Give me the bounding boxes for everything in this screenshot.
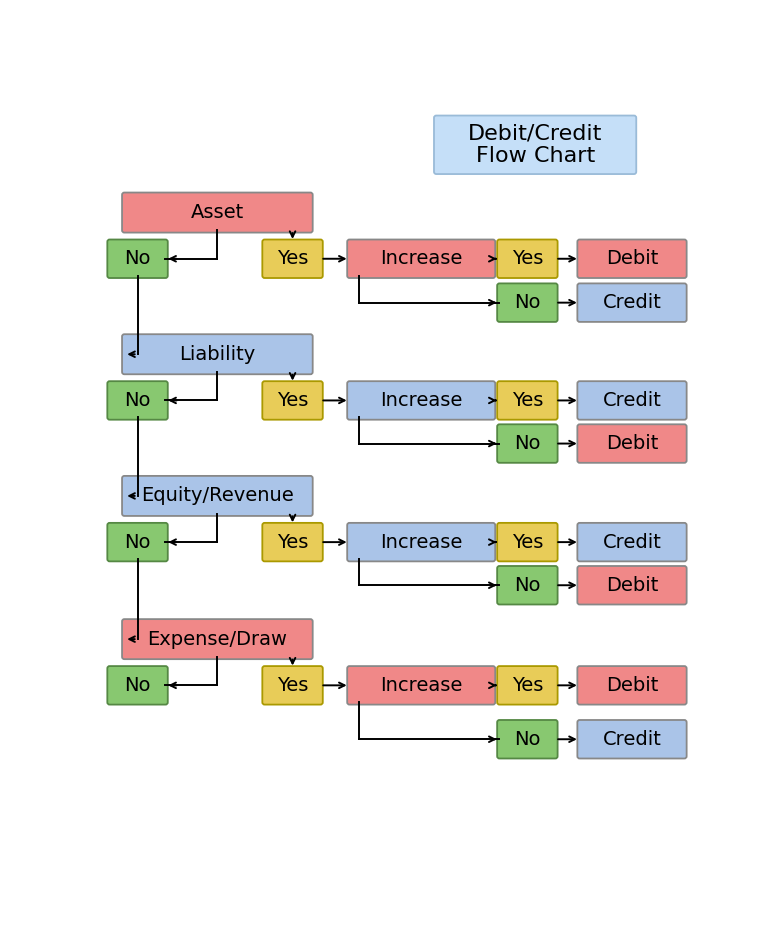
FancyBboxPatch shape [497,720,558,758]
FancyBboxPatch shape [577,381,687,420]
Text: No: No [124,249,151,268]
FancyBboxPatch shape [347,239,496,278]
Text: Equity/Revenue: Equity/Revenue [141,486,294,505]
Text: Increase: Increase [380,675,462,694]
Text: No: No [514,576,541,595]
FancyBboxPatch shape [122,476,313,516]
FancyBboxPatch shape [107,381,168,420]
Text: Yes: Yes [512,391,543,410]
FancyBboxPatch shape [347,381,496,420]
Text: No: No [514,434,541,453]
FancyBboxPatch shape [577,522,687,561]
FancyBboxPatch shape [497,283,558,322]
FancyBboxPatch shape [497,666,558,705]
Text: Increase: Increase [380,533,462,552]
FancyBboxPatch shape [577,566,687,604]
Text: No: No [514,294,541,313]
Text: No: No [514,730,541,749]
Text: Credit: Credit [603,391,661,410]
FancyBboxPatch shape [347,666,496,705]
FancyBboxPatch shape [497,239,558,278]
Text: Debit: Debit [606,675,658,694]
FancyBboxPatch shape [434,116,636,174]
FancyBboxPatch shape [122,193,313,233]
FancyBboxPatch shape [262,522,323,561]
Text: Yes: Yes [512,533,543,552]
Text: Debit: Debit [606,434,658,453]
FancyBboxPatch shape [122,334,313,374]
FancyBboxPatch shape [497,381,558,420]
FancyBboxPatch shape [497,566,558,604]
Text: Debit: Debit [606,249,658,268]
FancyBboxPatch shape [577,283,687,322]
Text: No: No [124,533,151,552]
FancyBboxPatch shape [497,522,558,561]
FancyBboxPatch shape [497,425,558,463]
Text: Yes: Yes [277,249,308,268]
Text: Expense/Draw: Expense/Draw [147,630,287,649]
Text: Yes: Yes [277,391,308,410]
Text: Yes: Yes [277,533,308,552]
Text: Credit: Credit [603,294,661,313]
Text: No: No [124,391,151,410]
FancyBboxPatch shape [262,666,323,705]
FancyBboxPatch shape [577,720,687,758]
FancyBboxPatch shape [577,666,687,705]
FancyBboxPatch shape [107,239,168,278]
Text: Asset: Asset [191,203,244,222]
Text: Increase: Increase [380,391,462,410]
Text: Liability: Liability [179,345,255,364]
FancyBboxPatch shape [262,239,323,278]
FancyBboxPatch shape [107,666,168,705]
FancyBboxPatch shape [577,239,687,278]
Text: Yes: Yes [512,249,543,268]
Text: No: No [124,675,151,694]
Text: Credit: Credit [603,730,661,749]
FancyBboxPatch shape [107,522,168,561]
FancyBboxPatch shape [262,381,323,420]
Text: Credit: Credit [603,533,661,552]
FancyBboxPatch shape [347,522,496,561]
Text: Increase: Increase [380,249,462,268]
Text: Yes: Yes [512,675,543,694]
FancyBboxPatch shape [577,425,687,463]
Text: Debit: Debit [606,576,658,595]
Text: Yes: Yes [277,675,308,694]
FancyBboxPatch shape [122,619,313,659]
Text: Debit/Credit
Flow Chart: Debit/Credit Flow Chart [468,124,602,166]
